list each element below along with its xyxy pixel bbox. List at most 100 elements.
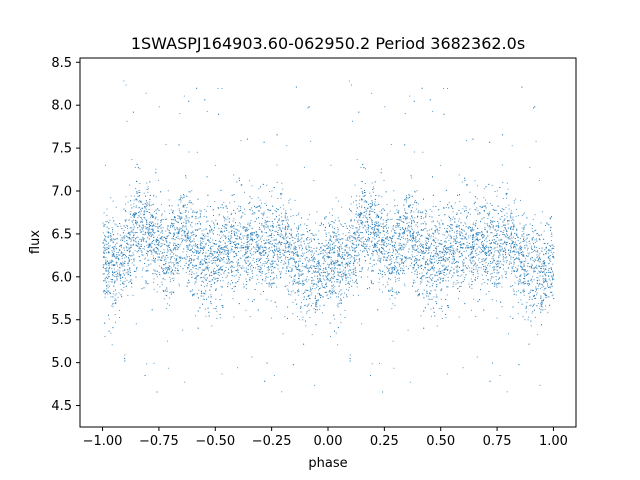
data-point: [337, 254, 339, 256]
data-point: [405, 228, 406, 230]
data-point: [261, 225, 263, 227]
data-point: [345, 239, 347, 241]
data-point: [338, 200, 339, 202]
data-point: [144, 246, 145, 248]
data-point: [285, 235, 286, 237]
data-point: [469, 259, 471, 261]
data-point: [292, 215, 294, 217]
data-point: [173, 242, 175, 244]
data-point: [130, 244, 132, 246]
data-point: [365, 208, 367, 210]
data-point: [550, 260, 552, 262]
data-point: [143, 213, 145, 215]
data-point: [372, 211, 374, 213]
data-point: [243, 270, 245, 272]
data-point: [510, 235, 512, 237]
data-point: [528, 299, 530, 300]
data-point: [157, 219, 159, 221]
data-point: [397, 269, 399, 271]
data-point: [530, 289, 532, 291]
data-point: [287, 247, 289, 249]
data-point: [230, 242, 232, 244]
data-point: [244, 229, 246, 231]
data-point: [429, 237, 431, 239]
data-point: [312, 260, 314, 262]
data-point: [191, 241, 193, 242]
data-point: [189, 281, 190, 283]
data-point: [311, 250, 313, 252]
data-point: [277, 243, 279, 245]
data-point: [441, 278, 443, 279]
data-point: [415, 236, 416, 238]
data-point: [440, 250, 442, 252]
data-point: [181, 216, 183, 218]
data-point: [328, 264, 330, 266]
data-point: [340, 244, 342, 246]
data-point: [297, 291, 299, 293]
data-point: [329, 234, 331, 236]
data-point: [381, 240, 382, 242]
data-point: [255, 235, 257, 237]
data-point: [289, 243, 291, 245]
data-point: [487, 248, 489, 250]
data-point: [137, 217, 139, 219]
data-point: [508, 208, 510, 210]
data-point: [146, 269, 148, 271]
data-point: [513, 247, 515, 249]
data-point: [353, 282, 355, 284]
data-point: [426, 263, 428, 264]
data-point: [523, 229, 525, 230]
data-point: [302, 254, 304, 256]
data-point: [392, 229, 394, 231]
data-point: [529, 265, 531, 267]
data-point: [467, 247, 469, 249]
data-point: [191, 254, 192, 256]
data-point: [112, 200, 114, 202]
data-point: [524, 240, 526, 242]
data-point: [145, 228, 147, 230]
data-point: [347, 252, 349, 254]
data-point: [543, 264, 545, 266]
data-point: [494, 260, 495, 262]
data-point: [283, 238, 285, 240]
data-point: [504, 257, 506, 259]
data-point: [543, 253, 545, 255]
data-point: [342, 273, 344, 275]
data-point: [346, 264, 348, 266]
data-point: [498, 271, 500, 273]
data-point: [403, 215, 405, 217]
data-point: [413, 231, 415, 233]
data-point: [239, 236, 241, 238]
data-point: [506, 230, 508, 232]
data-point: [243, 259, 245, 261]
data-point: [356, 244, 358, 246]
data-point: [179, 217, 181, 219]
data-point: [207, 236, 209, 238]
data-point: [491, 247, 492, 248]
data-point: [271, 243, 273, 245]
data-point: [531, 251, 533, 253]
data-point: [258, 249, 260, 251]
data-point: [146, 244, 148, 246]
data-point: [238, 238, 240, 240]
data-point: [423, 217, 425, 219]
data-point: [432, 283, 434, 285]
data-point: [148, 232, 150, 234]
data-point: [328, 242, 330, 244]
data-point: [354, 268, 356, 270]
data-point: [305, 304, 307, 306]
data-point: [387, 243, 389, 245]
data-point: [425, 224, 427, 226]
data-point: [207, 268, 208, 270]
data-point: [214, 201, 216, 202]
data-point: [378, 223, 380, 225]
data-point: [194, 246, 196, 247]
data-point: [258, 188, 260, 190]
data-point: [454, 202, 456, 204]
data-point: [528, 234, 530, 236]
data-point: [264, 280, 266, 282]
data-point: [249, 276, 251, 278]
data-point: [448, 253, 450, 255]
data-point: [464, 222, 466, 224]
data-point: [271, 195, 273, 197]
